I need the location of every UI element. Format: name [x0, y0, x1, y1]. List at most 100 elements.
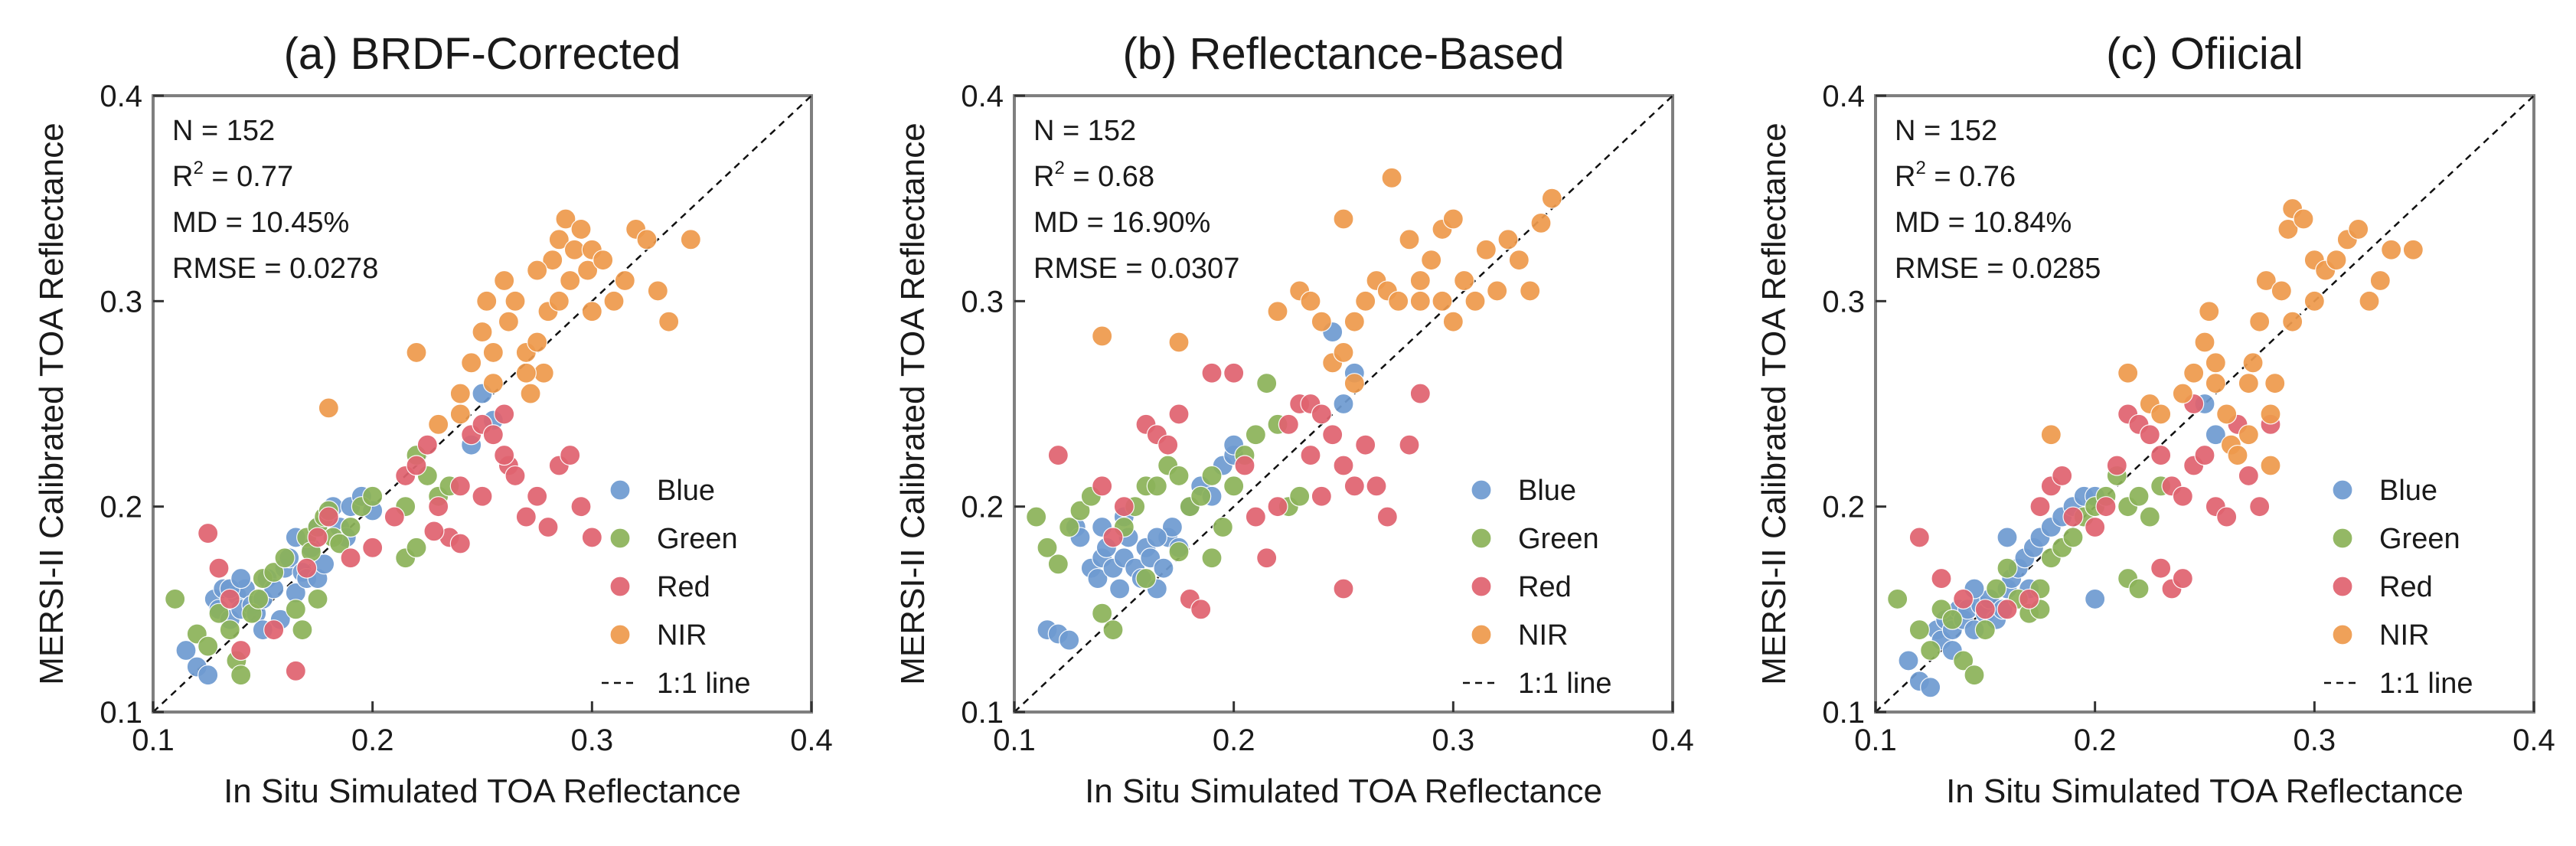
nir-point [1442, 208, 1464, 230]
nir-point [1421, 250, 1442, 271]
y-tick-label: 0.4 [1822, 80, 1865, 113]
nir-point [658, 311, 680, 332]
y-tick-label: 0.4 [961, 80, 1004, 113]
plot-frame [152, 94, 813, 714]
nir-point [1475, 239, 1497, 260]
green-point [1256, 373, 1278, 394]
stat-r2-value: = 0.68 [1065, 161, 1154, 193]
red-point [1953, 588, 1974, 610]
legend-swatch-red [1471, 576, 1492, 597]
nir-point [2205, 373, 2226, 394]
nir-point [2260, 403, 2281, 425]
nir-point [2205, 352, 2226, 374]
nir-point [2199, 301, 2220, 322]
red-point [428, 496, 449, 518]
y-axis-label: MERSI-II Calibrated TOA Reflectance [894, 122, 932, 684]
red-point [1333, 455, 1354, 476]
x-axis-label: In Situ Simulated TOA Reflectance [1946, 773, 2463, 810]
red-point [1333, 578, 1354, 599]
blue-point [1898, 650, 1919, 671]
green-point [1168, 465, 1190, 487]
red-point [1311, 485, 1332, 507]
legend-label: NIR [657, 619, 707, 652]
red-point [2139, 424, 2160, 446]
x-tick-label: 0.2 [351, 724, 394, 757]
green-point [1953, 650, 1974, 671]
red-point [263, 619, 285, 641]
nir-point [1399, 229, 1420, 250]
red-point [1278, 413, 1299, 435]
green-point [292, 619, 313, 641]
red-point [570, 496, 592, 518]
green-point [307, 588, 328, 610]
panel-title: (b) Reflectance-Based [1122, 29, 1564, 79]
x-tick-label: 0.2 [1213, 724, 1255, 757]
legend-label: 1:1 line [657, 668, 751, 700]
nir-point [482, 341, 504, 364]
nir-point [2216, 403, 2238, 425]
stat-rmse: RMSE = 0.0285 [1895, 253, 2101, 285]
red-point [515, 506, 537, 528]
red-point [2085, 516, 2106, 538]
nir-point [527, 260, 548, 281]
red-point [1300, 444, 1321, 466]
green-point [230, 665, 252, 686]
green-point [1201, 465, 1223, 487]
legend-label: Blue [657, 475, 715, 507]
panel-c: (c) Ofiicial 0.1 0.2 0.3 0.4 0.1 0.2 0.3 0.4 In S… [1755, 29, 2555, 810]
legend-swatch-blue [2332, 479, 2353, 501]
legend-label: Red [1518, 571, 1572, 603]
legend-swatch-red [2332, 576, 2353, 597]
legend-label: Green [2379, 523, 2460, 555]
red-point [2150, 444, 2172, 466]
blue-point [2085, 588, 2106, 610]
green-point [1289, 485, 1311, 507]
green-point [1201, 547, 1223, 569]
red-point [1267, 496, 1288, 518]
green-point [329, 533, 351, 554]
x-tick-label: 0.3 [2294, 724, 2336, 757]
x-tick-label: 0.3 [1432, 724, 1475, 757]
green-point [1092, 603, 1113, 624]
y-tick-label: 0.2 [1822, 491, 1865, 524]
nir-point [2150, 403, 2172, 425]
red-point [307, 527, 328, 548]
nir-point [2255, 269, 2277, 292]
red-point [1311, 403, 1332, 425]
stat-r2-value: = 0.76 [1926, 161, 2016, 193]
y-axis-label: MERSI-II Calibrated TOA Reflectance [1755, 122, 1793, 684]
nir-point [2117, 362, 2139, 384]
red-point [2249, 496, 2271, 518]
green-point [1245, 424, 1266, 446]
x-tick-label: 0.1 [1854, 724, 1897, 757]
y-tick-label: 0.3 [1822, 285, 1865, 318]
green-point [1223, 475, 1245, 497]
stat-r2: R2 = 0.77 [172, 158, 293, 193]
x-tick-label: 0.1 [132, 724, 175, 757]
nir-point [515, 362, 537, 384]
nir-point [555, 208, 576, 230]
red-point [1245, 506, 1266, 528]
series-nir [318, 208, 701, 435]
legend: Blue Green Red NIR 1:1 line [602, 475, 751, 700]
red-point [1376, 506, 1398, 528]
nir-point [1497, 229, 1519, 250]
nir-point [576, 260, 599, 281]
red-point [285, 660, 306, 681]
green-point [1908, 619, 1930, 641]
red-point [2216, 506, 2238, 528]
green-point [1887, 588, 1908, 610]
nir-point [2348, 218, 2369, 240]
nir-point [406, 341, 427, 364]
nir-point [2183, 362, 2205, 384]
nir-point [1355, 290, 1376, 312]
x-axis-label: In Situ Simulated TOA Reflectance [224, 773, 741, 810]
one-to-one-line [1014, 95, 1673, 713]
green-point [1941, 609, 1963, 630]
legend-swatch-blue [609, 479, 631, 501]
panel-b: (b) Reflectance-Based 0.1 0.2 0.3 0.4 0.1 0.2 0… [894, 29, 1694, 810]
blue-point [1153, 557, 1174, 579]
green-point [248, 588, 269, 610]
nir-point [2381, 239, 2402, 260]
green-point [2139, 506, 2160, 528]
